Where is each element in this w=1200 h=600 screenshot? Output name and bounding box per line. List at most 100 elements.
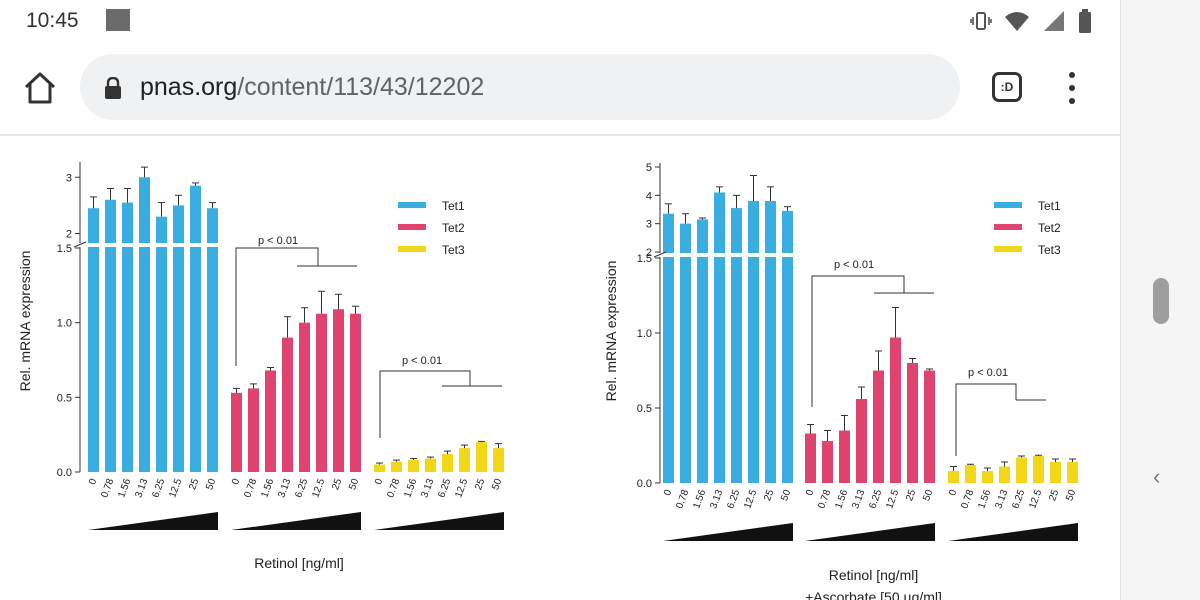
y-tick-label: 5 xyxy=(646,162,652,174)
bar-tet2 xyxy=(873,370,884,483)
x-tick-label: 1.56 xyxy=(402,477,419,499)
bar-tet2 xyxy=(282,337,293,472)
url-text[interactable]: pnas.org/content/113/43/12202 xyxy=(140,73,484,102)
x-tick-label: 0 xyxy=(87,477,99,486)
x-axis-label: Retinol [ng/ml] xyxy=(829,567,918,583)
bar-tet3 xyxy=(1033,456,1044,483)
bar-tet2 xyxy=(316,313,327,472)
legend-swatch-tet1 xyxy=(398,202,426,208)
significance-label: p < 0.01 xyxy=(258,235,298,247)
y-tick-label: 1.5 xyxy=(57,243,72,255)
x-tick-label: 1.56 xyxy=(976,488,993,510)
axis-break xyxy=(654,253,799,257)
concentration-wedge xyxy=(663,523,793,541)
scrollbar-thumb[interactable] xyxy=(1153,278,1169,324)
y-axis-label: Rel. mRNA expression xyxy=(17,251,33,392)
bar-tet2 xyxy=(265,370,276,472)
bar-tet1 xyxy=(173,205,184,472)
x-tick-label: 0 xyxy=(804,488,816,497)
bar-tet3 xyxy=(391,461,402,472)
x-tick-label: 3.13 xyxy=(708,488,725,510)
x-tick-label: 25 xyxy=(330,477,344,492)
bar-tet1 xyxy=(731,208,742,483)
bar-tet1 xyxy=(663,213,674,483)
bar-tet2 xyxy=(822,441,833,483)
legend-label: Tet2 xyxy=(442,221,465,235)
x-tick-label: 6.25 xyxy=(150,477,167,499)
x-tick-label: 12.5 xyxy=(884,488,901,510)
x-tick-label: 0 xyxy=(662,488,674,497)
x-tick-label: 1.56 xyxy=(833,488,850,510)
bar-tet1 xyxy=(782,210,793,483)
notification-icon xyxy=(106,9,130,31)
url-host: pnas.org xyxy=(140,73,238,101)
tabs-button[interactable]: :D xyxy=(992,72,1022,102)
bar-tet3 xyxy=(1067,462,1078,483)
x-tick-label: 1.56 xyxy=(116,477,133,499)
x-tick-label: 25 xyxy=(1047,488,1061,503)
bar-tet1 xyxy=(139,177,150,472)
more-vert-icon[interactable] xyxy=(1064,70,1080,106)
vibrate-icon xyxy=(970,12,992,30)
bar-tet3 xyxy=(493,448,504,472)
x-tick-label: 50 xyxy=(1064,488,1078,503)
battery-icon xyxy=(1079,9,1091,33)
x-tick-label: 12.5 xyxy=(310,477,327,499)
bar-tet3 xyxy=(1016,457,1027,483)
bar-tet3 xyxy=(374,464,385,472)
bar-tet1 xyxy=(190,185,201,472)
url-path: /content/113/43/12202 xyxy=(237,73,485,101)
significance-label: p < 0.01 xyxy=(834,259,874,271)
bar-tet2 xyxy=(248,388,259,472)
concentration-wedge xyxy=(805,523,935,541)
bar-tet2 xyxy=(907,363,918,483)
x-tick-label: 0.78 xyxy=(674,488,691,510)
significance-bracket xyxy=(811,275,905,407)
x-tick-label: 25 xyxy=(473,477,487,492)
bar-tet1 xyxy=(765,201,776,483)
axis-break-mark xyxy=(73,241,87,248)
legend-swatch-tet3 xyxy=(994,246,1022,252)
x-tick-label: 6.25 xyxy=(293,477,310,499)
status-icons xyxy=(970,9,1092,33)
bar-tet3 xyxy=(459,448,470,472)
x-tick-label: 12.5 xyxy=(167,477,184,499)
x-tick-label: 0 xyxy=(947,488,959,497)
lock-icon xyxy=(105,77,121,99)
x-tick-label: 50 xyxy=(347,477,361,492)
x-tick-label: 1.56 xyxy=(691,488,708,510)
bar-tet3 xyxy=(948,471,959,483)
y-tick-label: 2 xyxy=(66,229,72,241)
y-tick-label: 0.5 xyxy=(57,392,72,404)
bar-tet3 xyxy=(442,454,453,472)
significance-label: p < 0.01 xyxy=(402,355,442,367)
legend-label: Tet3 xyxy=(1038,243,1061,257)
x-tick-label: 0.78 xyxy=(99,477,116,499)
legend-swatch-tet1 xyxy=(994,202,1022,208)
bar-tet3 xyxy=(1050,462,1061,483)
x-tick-label: 25 xyxy=(187,477,201,492)
page-content: 0.0 0.5 1.0 1.5 2 3 Rel. mRNA expression 0 0.78 1… xyxy=(0,136,1120,600)
home-icon[interactable] xyxy=(22,70,58,106)
bar-tet2 xyxy=(856,399,867,483)
bar-tet1 xyxy=(714,192,725,483)
bar-tet2 xyxy=(924,370,935,483)
x-axis-label: Retinol [ng/ml] xyxy=(254,555,343,571)
x-tick-label: 3.13 xyxy=(850,488,867,510)
significance-bracket xyxy=(379,370,471,438)
legend-swatch-tet2 xyxy=(994,224,1022,230)
x-tick-label: 6.25 xyxy=(725,488,742,510)
status-bar: 10:45 xyxy=(0,0,1120,42)
x-tick-label: 12.5 xyxy=(453,477,470,499)
x-tick-label: 0 xyxy=(230,477,242,486)
chevron-left-icon[interactable]: ‹ xyxy=(1153,464,1161,489)
x-tick-label: 25 xyxy=(762,488,776,503)
legend-label: Tet3 xyxy=(442,243,465,257)
x-tick-label: 3.13 xyxy=(419,477,436,499)
url-bar[interactable]: pnas.org/content/113/43/12202 xyxy=(80,54,960,120)
bar-tet2 xyxy=(805,433,816,483)
x-tick-label: 3.13 xyxy=(133,477,150,499)
x-tick-label: 0.78 xyxy=(242,477,259,499)
y-tick-label: 0.5 xyxy=(637,403,652,415)
